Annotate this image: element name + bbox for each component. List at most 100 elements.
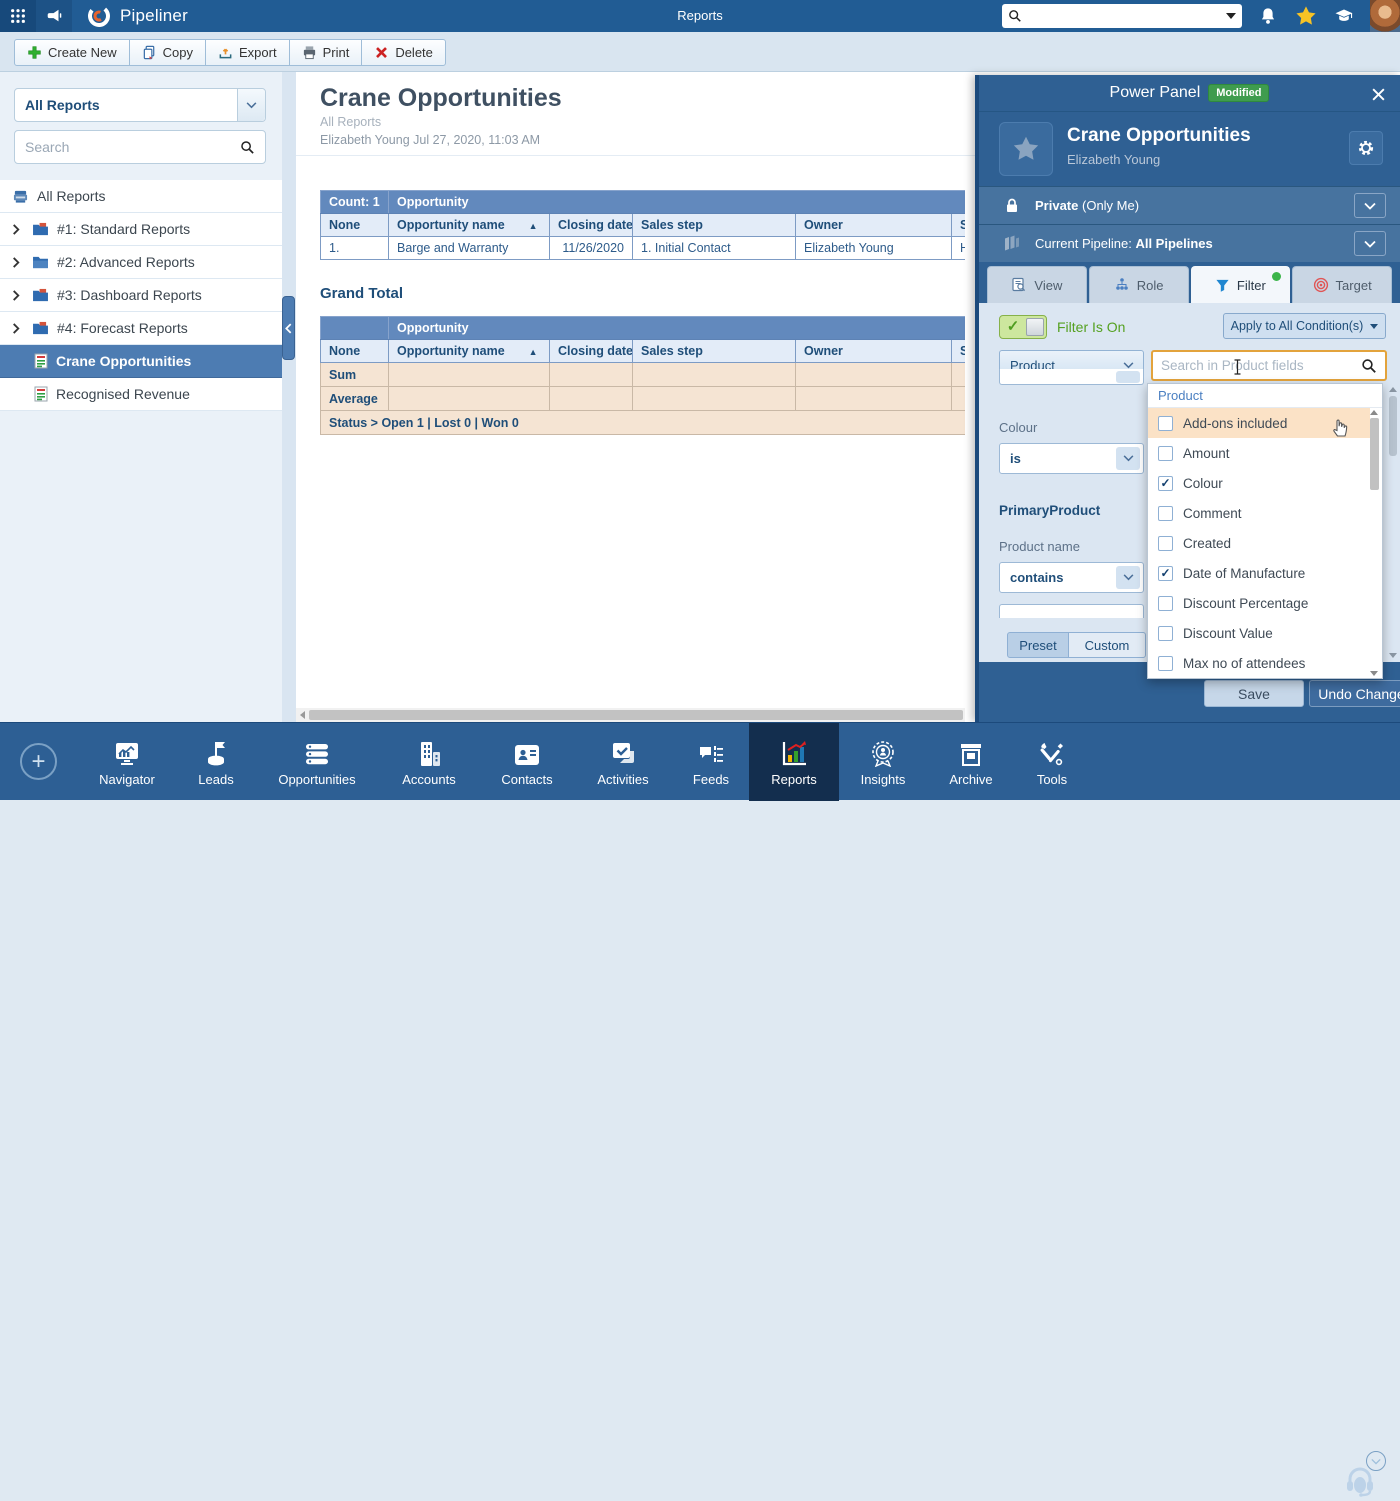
nav-archive[interactable]: Archive [926, 723, 1016, 801]
app-logo[interactable]: Pipeliner [86, 3, 188, 29]
scrollbar-thumb[interactable] [1389, 396, 1397, 456]
scroll-up-arrow-icon[interactable] [1389, 387, 1397, 392]
column-header[interactable]: Owner [795, 339, 952, 363]
dropdown-item-max-no-of-attendees[interactable]: Max no of attendees [1148, 648, 1370, 678]
collapse-nav-button[interactable] [1366, 1451, 1386, 1471]
undo-changes-button[interactable]: Undo Changes [1309, 680, 1400, 707]
sidebar-item-advanced-reports[interactable]: #2: Advanced Reports [0, 246, 282, 279]
nav-accounts[interactable]: Accounts [384, 723, 474, 801]
search-scope-caret-icon[interactable] [1226, 13, 1236, 19]
sidebar-search[interactable] [14, 130, 266, 164]
custom-button[interactable]: Custom [1068, 632, 1146, 658]
tab-role[interactable]: Role [1088, 266, 1189, 303]
colour-operator-select[interactable]: is [999, 443, 1144, 474]
sidebar-item-dashboard-reports[interactable]: #3: Dashboard Reports [0, 279, 282, 312]
apply-condition-button[interactable]: Apply to All Condition(s) [1223, 313, 1386, 339]
scroll-down-arrow-icon[interactable] [1370, 671, 1378, 676]
checkbox-unchecked[interactable] [1158, 625, 1173, 641]
sidebar-item-standard-reports[interactable]: #1: Standard Reports [0, 213, 282, 246]
checkbox-unchecked[interactable] [1158, 415, 1173, 431]
checkbox-checked[interactable] [1158, 475, 1173, 491]
scrollbar-thumb[interactable] [1369, 418, 1379, 490]
tab-view[interactable]: View [987, 266, 1087, 303]
report-star-button[interactable] [999, 122, 1053, 176]
quick-add-button[interactable]: + [20, 743, 57, 780]
save-button[interactable]: Save [1204, 680, 1304, 707]
learning-button[interactable] [1330, 4, 1358, 28]
checkbox-unchecked[interactable] [1158, 535, 1173, 551]
delete-button[interactable]: Delete [361, 39, 446, 66]
product-name-operator-select[interactable]: contains [999, 562, 1144, 593]
table-row[interactable]: 1. Barge and Warranty 11/26/2020 1. Init… [320, 236, 965, 260]
chevron-right-icon[interactable] [12, 223, 24, 235]
dropdown-item-discount-percentage[interactable]: Discount Percentage [1148, 588, 1370, 618]
nav-activities[interactable]: Activities [578, 723, 668, 801]
scrollbar-thumb[interactable] [309, 710, 963, 720]
sidebar-item-crane-opportunities[interactable]: Crane Opportunities [0, 345, 282, 378]
print-button[interactable]: Print [288, 39, 363, 66]
preset-button[interactable]: Preset [1007, 632, 1069, 658]
nav-contacts[interactable]: Contacts [482, 723, 572, 801]
filter-toggle[interactable]: ✓ [999, 315, 1047, 339]
filter-scrollbar[interactable] [1388, 387, 1398, 658]
column-header[interactable]: Owner [795, 213, 952, 237]
create-new-button[interactable]: Create New [14, 39, 130, 66]
checkbox-unchecked[interactable] [1158, 445, 1173, 461]
sidebar-collapse-handle[interactable] [282, 296, 295, 360]
dropdown-item-amount[interactable]: Amount [1148, 438, 1370, 468]
chevron-right-icon[interactable] [12, 322, 24, 334]
dropdown-item-add-ons-included[interactable]: Add-ons included [1148, 408, 1370, 438]
column-header-sorted[interactable]: Opportunity name ▲ [388, 339, 550, 363]
nav-feeds[interactable]: Feeds [666, 723, 756, 801]
column-header[interactable]: Closing date [549, 213, 633, 237]
toggle-knob[interactable] [1026, 318, 1044, 336]
column-header[interactable]: None [320, 339, 389, 363]
column-header[interactable]: Closing date [549, 339, 633, 363]
scroll-down-arrow-icon[interactable] [1389, 653, 1397, 658]
chevron-right-icon[interactable] [12, 256, 24, 268]
column-header[interactable]: Sa [951, 213, 965, 237]
dropdown-item-created[interactable]: Created [1148, 528, 1370, 558]
dropdown-scrollbar[interactable] [1368, 410, 1380, 678]
checkbox-checked[interactable] [1158, 565, 1173, 581]
horizontal-scrollbar[interactable] [296, 708, 965, 722]
pipeline-row[interactable]: Current Pipeline: All Pipelines [979, 224, 1400, 262]
report-folder-select[interactable]: All Reports [14, 88, 266, 122]
tab-target[interactable]: Target [1292, 266, 1392, 303]
global-search[interactable] [1002, 4, 1242, 28]
notifications-button[interactable] [1254, 4, 1282, 28]
checkbox-unchecked[interactable] [1158, 655, 1173, 671]
close-panel-button[interactable] [1366, 82, 1390, 106]
field-search-input[interactable] [1161, 358, 1361, 373]
dropdown-item-discount-value[interactable]: Discount Value [1148, 618, 1370, 648]
column-header[interactable]: Sales step [632, 213, 796, 237]
column-header[interactable]: Sales step [632, 339, 796, 363]
field-search[interactable] [1151, 350, 1387, 381]
checkbox-unchecked[interactable] [1158, 505, 1173, 521]
nav-reports[interactable]: Reports [749, 723, 839, 801]
nav-leads[interactable]: Leads [171, 723, 261, 801]
nav-tools[interactable]: Tools [1007, 723, 1097, 801]
global-search-input[interactable] [1026, 9, 1222, 23]
sidebar-item-all-reports[interactable]: All Reports [0, 180, 282, 213]
clipped-operator-select[interactable] [999, 369, 1144, 385]
announcements-button[interactable] [36, 0, 72, 32]
user-avatar[interactable] [1370, 0, 1400, 32]
chevron-right-icon[interactable] [12, 289, 24, 301]
sidebar-item-forecast-reports[interactable]: #4: Forecast Reports [0, 312, 282, 345]
dropdown-item-colour[interactable]: Colour [1148, 468, 1370, 498]
privacy-expand-button[interactable] [1354, 193, 1386, 218]
sidebar-search-input[interactable] [25, 139, 240, 155]
nav-opportunities[interactable]: Opportunities [272, 723, 362, 801]
dropdown-item-date-of-manufacture[interactable]: Date of Manufacture [1148, 558, 1370, 588]
scroll-left-arrow-icon[interactable] [300, 711, 305, 719]
scroll-up-arrow-icon[interactable] [1370, 410, 1378, 415]
column-header-sorted[interactable]: Opportunity name ▲ [388, 213, 550, 237]
column-header[interactable]: None [320, 213, 389, 237]
copy-button[interactable]: Copy [128, 39, 206, 66]
export-button[interactable]: Export [205, 39, 290, 66]
column-header[interactable]: Sa [951, 339, 965, 363]
favorites-button[interactable] [1292, 4, 1320, 28]
nav-navigator[interactable]: Navigator [82, 723, 172, 801]
checkbox-unchecked[interactable] [1158, 595, 1173, 611]
